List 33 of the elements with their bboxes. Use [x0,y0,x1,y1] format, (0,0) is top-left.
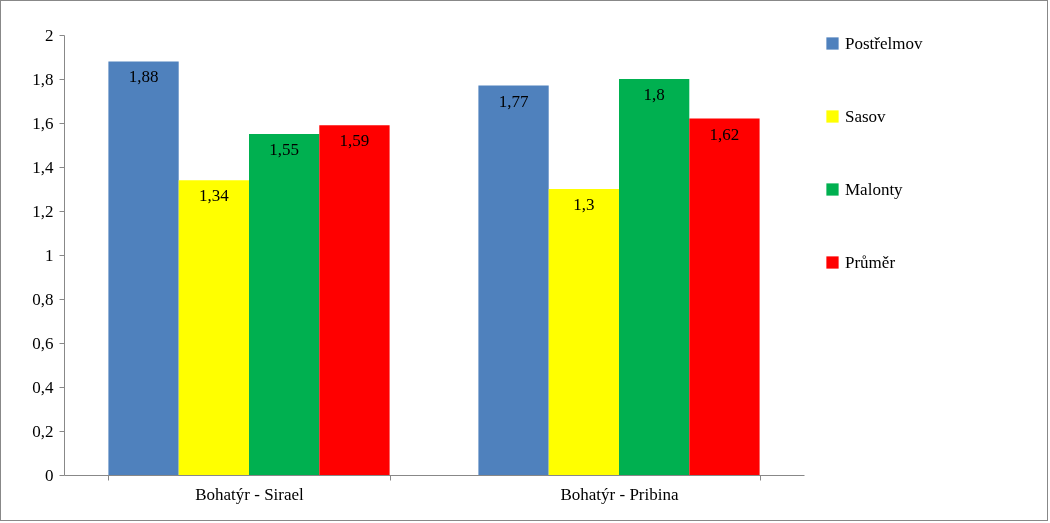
bar [319,125,390,475]
y-tick-label: 0,4 [32,377,54,397]
bar [178,180,249,475]
y-tick-label: 1,2 [32,201,54,221]
y-tick-label: 1,4 [32,157,54,177]
y-tick-label: 1 [45,245,54,265]
bar [249,134,320,475]
bar [689,118,760,475]
y-tick-label: 0,8 [32,289,54,309]
bar [619,79,690,475]
data-label: 1,59 [339,131,370,151]
y-tick-label: 0,6 [32,333,54,353]
data-label: 1,3 [573,195,595,214]
data-label: 1,55 [269,140,300,159]
data-label: 1,77 [498,91,529,111]
bar [548,189,619,475]
data-label: 1,34 [198,186,230,206]
data-label: 1,8 [643,85,665,104]
y-tick-label: 0,2 [32,421,54,441]
x-tick-label: Bohatýr - Sirael [195,484,305,504]
legend-label: Malonty [845,179,904,199]
bar [478,85,549,475]
legend-label: Průměr [845,252,896,272]
data-label: 1,88 [128,67,159,87]
x-tick-label: Bohatýr - Pribina [560,484,679,504]
data-label: 1,62 [709,124,740,144]
bar [108,61,179,475]
legend-label: Sasov [845,106,887,126]
y-tick-label: 2 [45,25,54,45]
y-tick-label: 1,6 [32,113,54,133]
y-tick-label: 1,8 [32,69,54,89]
legend-label: Postřelmov [845,33,923,53]
y-tick-label: 0 [45,465,54,485]
